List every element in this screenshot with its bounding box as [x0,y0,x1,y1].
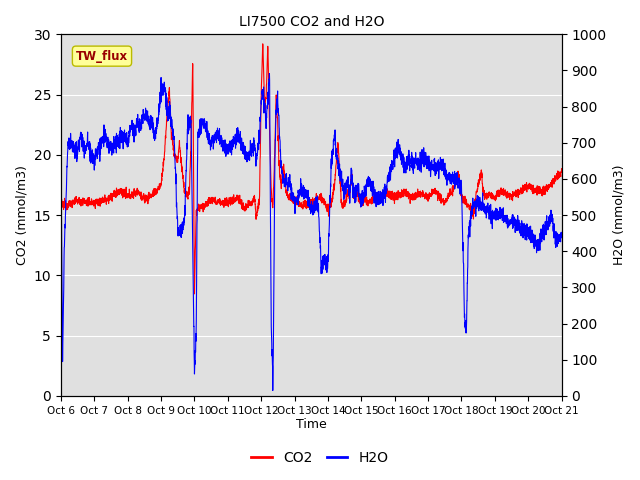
H2O [144,113,152,119]
CO2 [249,195,257,201]
Text: TW_flux: TW_flux [76,49,128,63]
H2O [57,131,65,136]
CO2 [114,192,122,198]
CO2 [494,194,502,200]
Line: H2O: H2O [61,73,561,391]
Title: LI7500 CO2 and H2O: LI7500 CO2 and H2O [239,15,384,29]
H2O [114,140,122,146]
H2O [271,156,279,162]
CO2 [144,197,152,203]
CO2 [548,184,556,190]
CO2 [191,291,198,297]
H2O [249,150,257,156]
CO2 [259,41,267,47]
H2O [269,388,276,394]
Line: CO2: CO2 [61,44,561,294]
H2O [557,230,565,236]
CO2 [271,142,279,148]
H2O [266,71,273,76]
Y-axis label: CO2 (mmol/m3): CO2 (mmol/m3) [15,165,28,265]
CO2 [57,201,65,206]
H2O [548,211,556,217]
H2O [494,208,502,214]
Legend: CO2, H2O: CO2, H2O [246,445,394,471]
CO2 [557,166,565,171]
Y-axis label: H2O (mmol/m3): H2O (mmol/m3) [612,165,625,265]
X-axis label: Time: Time [296,419,326,432]
